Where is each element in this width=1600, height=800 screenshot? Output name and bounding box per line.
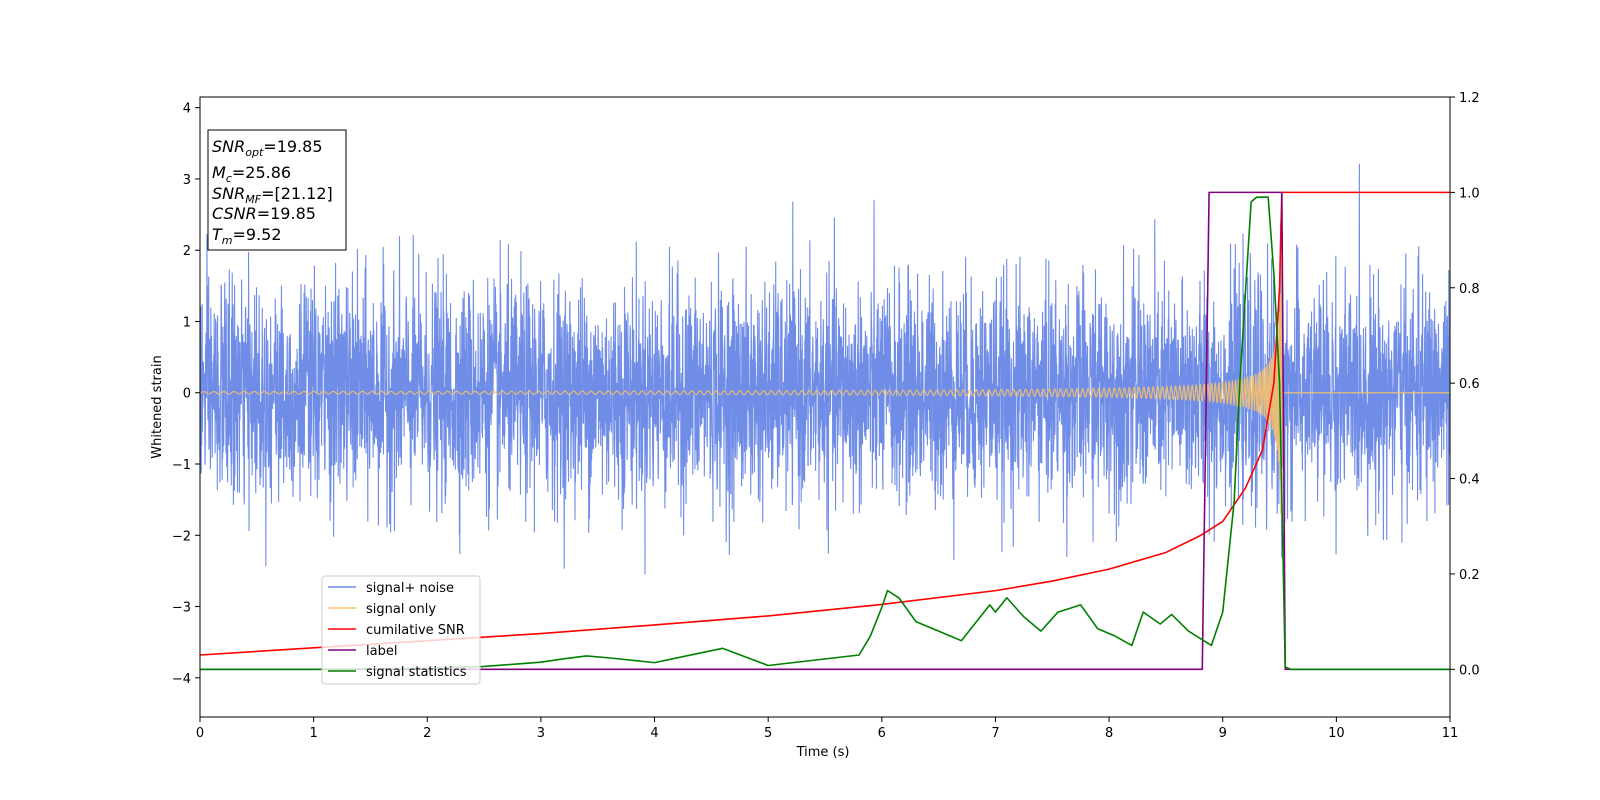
info-csnr: CSNR=19.85 [212, 204, 316, 223]
y-left-tick-label: 2 [183, 244, 191, 259]
y-right-tick-label: 0.6 [1459, 377, 1480, 392]
legend: signal+ noise signal only cumilative SNR… [321, 575, 481, 685]
x-tick-label: 7 [991, 726, 999, 741]
x-tick-label: 3 [537, 726, 545, 741]
x-tick-label: 6 [878, 726, 886, 741]
y-right-tick-label: 0.2 [1459, 568, 1480, 583]
series-signal-noise [199, 163, 1451, 575]
y-left-tick-label: 4 [183, 102, 191, 117]
y-axis-right: 0.0 0.2 0.4 0.6 0.8 1.0 1.2 [1450, 91, 1480, 678]
info-box-frame [207, 129, 347, 251]
x-tick-label: 10 [1328, 726, 1345, 741]
info-tm: Tm=9.52 [212, 225, 282, 247]
x-tick-label: 9 [1219, 726, 1227, 741]
legend-label-label: label [366, 644, 397, 659]
x-tick-label: 11 [1442, 726, 1459, 741]
y-axis-left: −4 −3 −2 −1 0 1 2 3 4 [172, 102, 200, 687]
legend-label-signal-statistics: signal statistics [366, 665, 467, 680]
x-tick-label: 8 [1105, 726, 1113, 741]
y-right-tick-label: 1.2 [1459, 91, 1480, 106]
y-left-tick-label: −4 [172, 672, 191, 687]
series-cumulative-snr [199, 191, 1450, 656]
series-signal-only [199, 249, 1450, 519]
legend-label-signal-noise: signal+ noise [366, 581, 454, 596]
plot-area [199, 163, 1451, 671]
legend-label-signal-only: signal only [366, 602, 436, 617]
info-snr-opt: SNRopt=19.85 [212, 137, 323, 159]
x-axis-label: Time (s) [796, 745, 850, 760]
x-tick-label: 4 [650, 726, 658, 741]
axes-frame [199, 96, 1451, 718]
y-axis-label: Whitened strain [150, 355, 165, 458]
y-right-tick-label: 0.8 [1459, 282, 1480, 297]
y-left-tick-label: −1 [172, 458, 191, 473]
info-mc: Mc=25.86 [212, 163, 291, 185]
info-box: SNRopt=19.85 Mc=25.86 SNRMF=[21.12] CSNR… [207, 129, 347, 251]
y-left-tick-label: −2 [172, 529, 191, 544]
legend-frame [321, 575, 481, 685]
y-left-tick-label: 1 [183, 315, 191, 330]
y-left-tick-label: 3 [183, 173, 191, 188]
x-tick-label: 2 [423, 726, 431, 741]
info-snr-mf: SNRMF=[21.12] [212, 184, 333, 206]
y-left-tick-label: 0 [183, 387, 191, 402]
y-right-tick-label: 1.0 [1459, 186, 1480, 201]
x-tick-label: 1 [309, 726, 317, 741]
series-signal-statistics [200, 196, 1450, 671]
y-right-tick-label: 0.0 [1459, 663, 1480, 678]
x-tick-label: 5 [764, 726, 772, 741]
legend-label-cumulative-snr: cumilative SNR [366, 623, 465, 638]
x-tick-label: 0 [196, 726, 204, 741]
y-left-tick-label: −3 [172, 601, 191, 616]
x-axis: 0 1 2 3 4 5 6 7 8 9 10 11 [196, 717, 1458, 741]
y-right-tick-label: 0.4 [1459, 473, 1480, 488]
